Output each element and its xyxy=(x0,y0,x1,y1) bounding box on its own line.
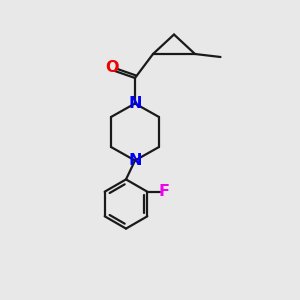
Text: F: F xyxy=(158,184,169,199)
Text: N: N xyxy=(128,96,142,111)
Text: N: N xyxy=(128,153,142,168)
Text: O: O xyxy=(105,60,119,75)
